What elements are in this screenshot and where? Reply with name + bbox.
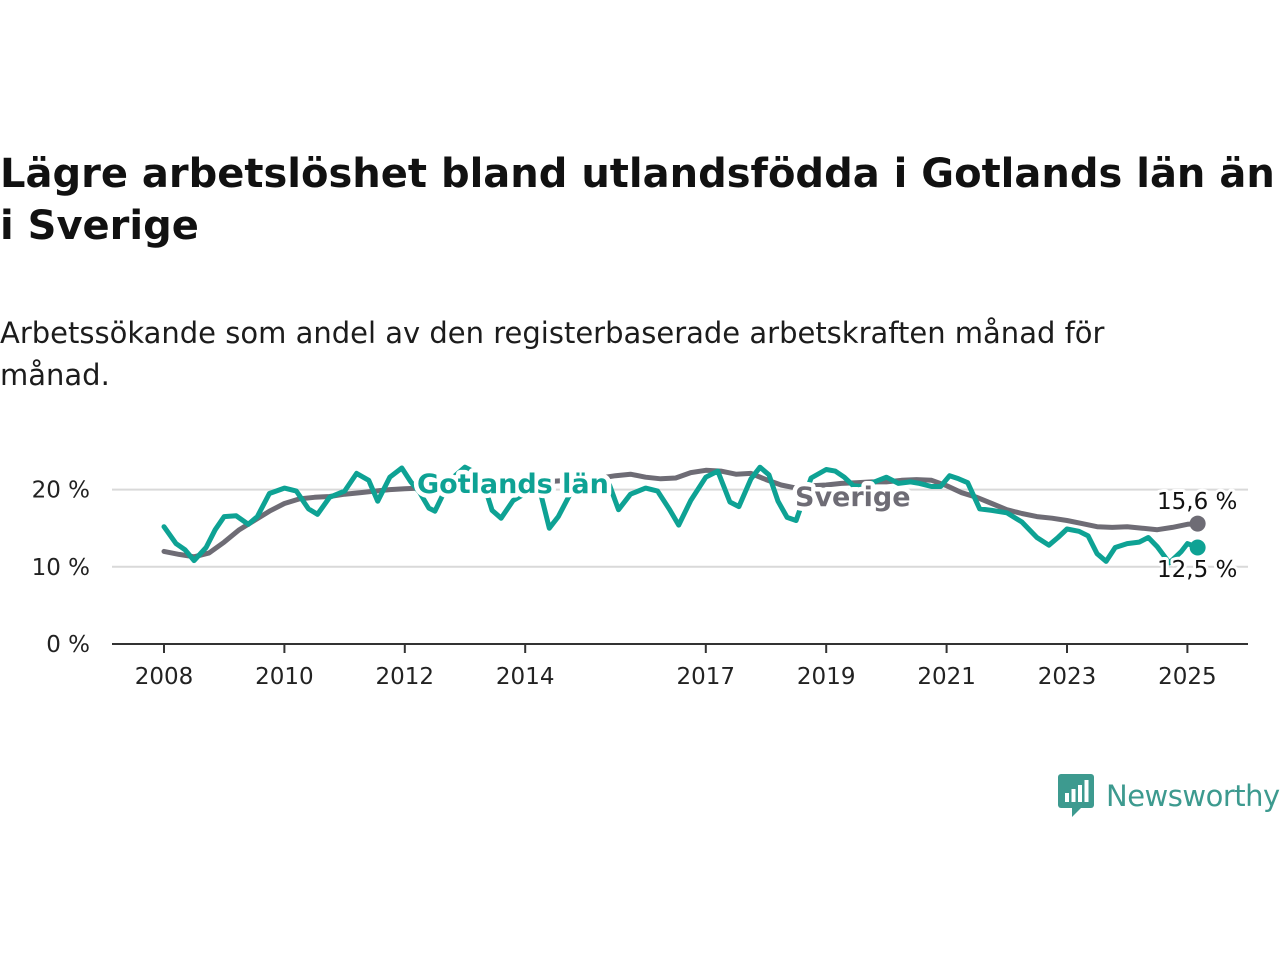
x-tick-label: 2025 (1158, 664, 1217, 690)
series-label-sverige: Sverige (795, 482, 911, 513)
series-end-point (1189, 515, 1206, 532)
series-lines (161, 464, 1206, 566)
x-tick-label: 2021 (917, 664, 976, 690)
x-tick-label: 2023 (1038, 664, 1097, 690)
end-label-sverige: 15,6 % (1157, 489, 1237, 515)
y-tick-label: 10 % (32, 555, 90, 581)
newsworthy-logo: Newsworthy (1058, 772, 1280, 820)
series-labels: Gotlands län Sverige 15,6 % 12,5 % (413, 465, 1241, 587)
y-tick-label: 0 % (46, 632, 90, 658)
x-tick-label: 2017 (677, 664, 736, 690)
x-tick-label: 2014 (496, 664, 555, 690)
chart-bars-icon (1058, 774, 1094, 817)
chart-title: Lägre arbetslöshet bland utlandsfödda i … (0, 151, 1275, 249)
x-tick-label: 2019 (797, 664, 856, 690)
x-axis-ticks: 2008 2010 2012 2014 2017 2019 2021 2023 2025 (135, 644, 1217, 690)
grid-lines (112, 488, 1248, 568)
series-end-point (1189, 539, 1206, 556)
y-tick-label: 20 % (32, 478, 90, 504)
end-label-gotland: 12,5 % (1157, 557, 1237, 583)
y-axis-ticks: 0 % 10 % 20 % (32, 478, 90, 658)
x-tick-label: 2010 (255, 664, 314, 690)
series-line (161, 464, 1201, 566)
x-tick-label: 2008 (135, 664, 194, 690)
brand-name: Newsworthy (1106, 779, 1280, 813)
x-tick-label: 2012 (376, 664, 435, 690)
series-label-gotland: Gotlands län (417, 469, 609, 500)
chart-subtitle: Arbetssökande som andel av den registerb… (0, 316, 1105, 392)
